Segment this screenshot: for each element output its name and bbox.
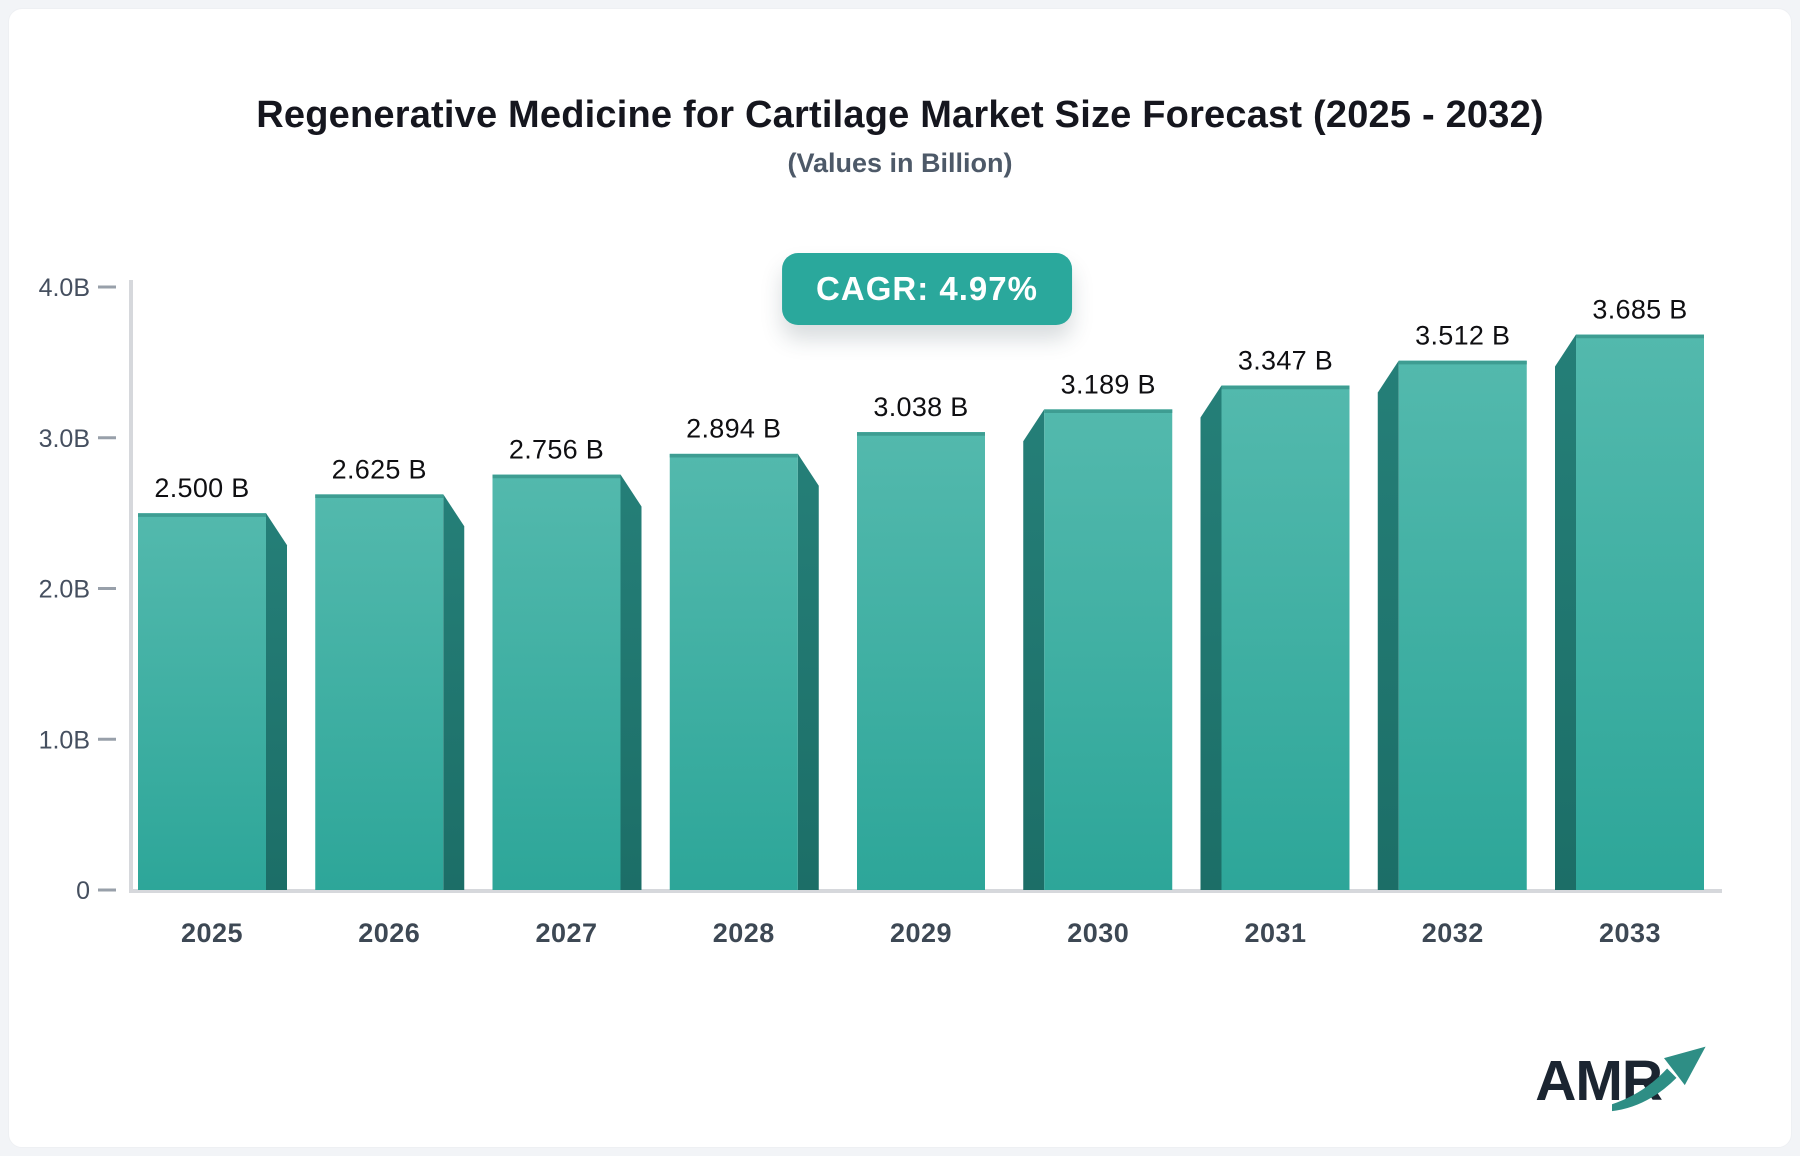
bar-side-face (1377, 360, 1399, 890)
bar-value-label: 2.625 B (332, 454, 427, 484)
cagr-badge: CAGR: 4.97% (782, 253, 1072, 325)
bar-group: 3.512 B 2032 (1377, 321, 1527, 948)
x-axis-label: 2028 (713, 918, 775, 948)
bar-group: 2.500 B 2025 (138, 473, 287, 948)
bar-group: 3.038 B 2029 (857, 392, 985, 948)
bar-value-label: 3.685 B (1592, 294, 1687, 324)
x-axis-label: 2027 (535, 918, 597, 948)
bar (669, 453, 798, 890)
bar-side-face (797, 453, 819, 890)
y-tick-label: 4.0B (39, 274, 90, 302)
chart-subtitle: (Values in Billion) (787, 148, 1013, 178)
bar-group: 2.625 B 2026 (315, 454, 465, 948)
bar (1044, 409, 1173, 890)
bar-value-label: 2.894 B (686, 414, 781, 444)
x-axis-label: 2030 (1067, 918, 1129, 948)
bar-group: 3.347 B 2031 (1200, 345, 1350, 948)
bar-group: 3.189 B 2030 (1023, 369, 1173, 948)
bar (857, 432, 985, 890)
y-tick-dash (98, 888, 116, 892)
x-axis-line (129, 889, 1722, 893)
bar-side-face (1023, 409, 1045, 890)
x-axis-label: 2032 (1422, 918, 1484, 948)
growth-arrow-icon (1612, 1046, 1706, 1112)
bar (1576, 334, 1704, 891)
bar-value-label: 3.038 B (873, 392, 968, 422)
y-tick-dash (98, 436, 116, 440)
bar-side-face (266, 513, 287, 890)
x-axis-label: 2029 (890, 918, 952, 948)
bar-side-face (443, 494, 465, 890)
bar-side-face (620, 474, 642, 890)
bar (1398, 360, 1527, 890)
bar-group: 3.685 B 2033 (1555, 294, 1704, 948)
x-axis-label: 2025 (181, 918, 243, 948)
x-axis-label: 2033 (1599, 918, 1661, 948)
bar-group: 2.756 B 2027 (492, 435, 642, 948)
y-tick-label: 1.0B (39, 726, 90, 754)
y-tick-label: 0 (76, 877, 90, 905)
bar-side-face (1200, 385, 1222, 890)
y-tick-dash (98, 737, 116, 741)
y-axis-line (129, 280, 133, 892)
bar-group: 2.894 B 2028 (669, 414, 819, 948)
y-tick-label: 2.0B (39, 576, 90, 604)
y-tick-dash (98, 285, 116, 289)
bar-value-label: 2.756 B (509, 435, 604, 465)
x-axis-label: 2031 (1244, 918, 1306, 948)
bar (1221, 385, 1350, 890)
bar-value-label: 3.189 B (1061, 369, 1156, 399)
x-axis-label: 2026 (358, 918, 420, 948)
bar (492, 474, 621, 890)
bar-value-label: 3.347 B (1238, 345, 1333, 375)
bar-side-face (1555, 334, 1576, 891)
amr-logo: AMR (1535, 1044, 1716, 1112)
bar-value-label: 3.512 B (1415, 321, 1510, 351)
chart-title: Regenerative Medicine for Cartilage Mark… (256, 94, 1544, 136)
y-tick-dash (98, 587, 116, 590)
bar-value-label: 2.500 B (154, 473, 249, 503)
bar (315, 494, 444, 890)
y-tick-label: 3.0B (39, 425, 90, 453)
bar (138, 513, 266, 890)
